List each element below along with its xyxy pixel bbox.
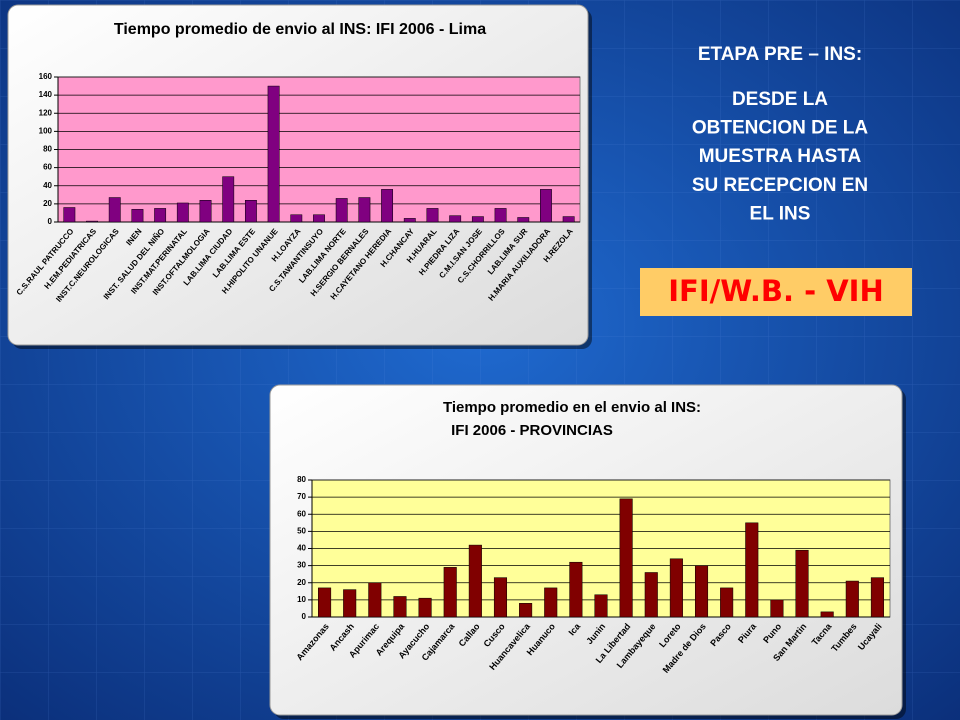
chart-title: Tiempo promedio de envio al INS: IFI 200… (114, 21, 486, 38)
bar (644, 572, 658, 618)
bar (154, 208, 167, 223)
bar (540, 189, 552, 223)
y-tick-label: 20 (297, 578, 306, 587)
bar (418, 597, 432, 618)
y-tick-label: 140 (39, 90, 53, 99)
bar (393, 596, 407, 618)
description-line: OBTENCION DE LA (692, 118, 869, 139)
y-tick-label: 60 (43, 163, 52, 172)
bar (335, 198, 348, 223)
y-tick-label: 20 (43, 199, 52, 208)
bar (468, 544, 482, 618)
bar (471, 216, 484, 223)
bar (720, 587, 734, 618)
bar (594, 594, 608, 618)
bar (569, 561, 583, 618)
chart-subtitle: IFI 2006 - PROVINCIAS (451, 422, 613, 439)
bar (519, 603, 533, 618)
bar (517, 217, 530, 223)
bar (176, 202, 189, 223)
y-tick-label: 80 (297, 475, 306, 484)
y-tick-label: 10 (297, 595, 306, 604)
description-line: EL INS (750, 203, 811, 224)
y-tick-label: 160 (39, 72, 53, 81)
bar (290, 214, 303, 223)
y-tick-label: 0 (302, 612, 307, 621)
bar (318, 587, 332, 618)
bar (267, 85, 280, 223)
bar (63, 207, 76, 223)
bar (343, 589, 357, 618)
bar (222, 176, 235, 223)
bar (131, 209, 144, 223)
bar (770, 599, 784, 618)
bar (745, 522, 759, 618)
bar (669, 558, 683, 618)
y-tick-label: 0 (48, 217, 53, 226)
bar (795, 549, 809, 618)
chart-title: Tiempo promedio en el envio al INS: (443, 399, 701, 416)
badge: IFI/W.B. - VIH (668, 274, 883, 308)
bar (443, 567, 457, 618)
bar (562, 216, 575, 223)
y-tick-label: 120 (39, 108, 53, 117)
bar (244, 200, 257, 223)
y-tick-label: 40 (43, 181, 52, 190)
bar (870, 577, 884, 618)
badge-box (640, 268, 912, 316)
y-tick-label: 80 (43, 145, 52, 154)
y-tick-label: 40 (297, 544, 306, 553)
y-tick-label: 50 (297, 526, 306, 535)
y-tick-label: 70 (297, 492, 306, 501)
bar (358, 197, 371, 223)
bar (845, 580, 859, 618)
bar (86, 220, 98, 223)
bar (199, 200, 212, 223)
description-line: DESDE LA (732, 89, 828, 110)
bar (820, 611, 834, 618)
y-tick-label: 60 (297, 509, 306, 518)
bar (493, 577, 508, 618)
bar (619, 498, 633, 618)
bar (368, 582, 382, 618)
y-tick-label: 100 (39, 126, 53, 135)
bar (426, 208, 439, 223)
bar (544, 587, 558, 618)
y-tick-label: 30 (297, 561, 306, 570)
bar (694, 565, 709, 618)
description: DESDE LA OBTENCION DE LA MUESTRA HASTA SU R… (692, 89, 869, 224)
bar (381, 189, 394, 223)
bar (313, 214, 325, 223)
bar (494, 208, 507, 223)
bar (108, 197, 121, 223)
bar (403, 218, 416, 223)
heading: ETAPA PRE – INS: (698, 44, 862, 65)
description-line: MUESTRA HASTA (699, 146, 862, 167)
description-line: SU RECEPCION EN (692, 175, 868, 196)
bar (449, 215, 462, 223)
